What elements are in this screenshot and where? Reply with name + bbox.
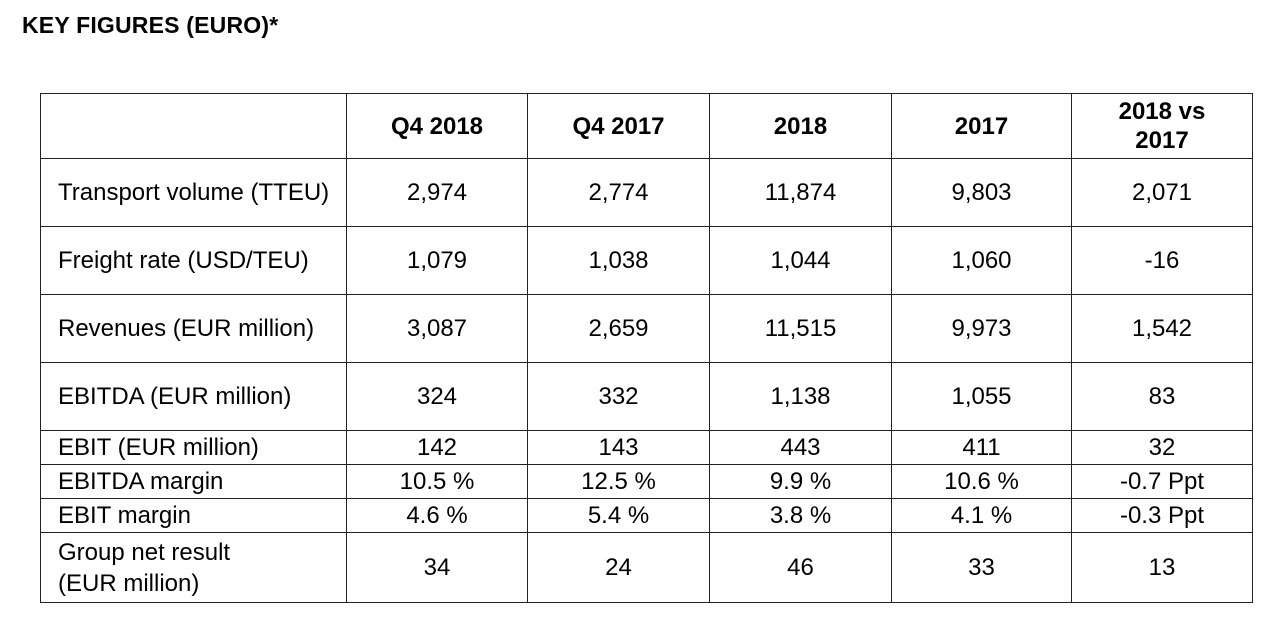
table-cell: 2,774 [527,158,710,227]
row-label: Transport volume (TTEU) [40,158,347,227]
table-cell: 2,974 [346,158,528,227]
table-cell: 1,055 [891,362,1072,431]
table-cell: 5.4 % [527,498,710,533]
table-cell: 1,060 [891,226,1072,295]
table-cell: 12.5 % [527,464,710,499]
table-cell: -0.7 Ppt [1071,464,1253,499]
table-cell: 411 [891,430,1072,465]
table-row: EBITDA margin 10.5 % 12.5 % 9.9 % 10.6 %… [40,464,1253,499]
table-cell: 32 [1071,430,1253,465]
table-cell: 9,973 [891,294,1072,363]
row-label: EBIT margin [40,498,347,533]
table-row: Group net result (EUR million) 34 24 46 … [40,532,1253,603]
table-cell: 443 [709,430,892,465]
row-label: EBITDA (EUR million) [40,362,347,431]
key-figures-table: Q4 2018 Q4 2017 2018 2017 2018 vs 2017 T… [40,93,1253,603]
header-cell-2018: 2018 [709,93,892,159]
header-cell-blank [40,93,347,159]
table-cell: 46 [709,532,892,603]
table-cell: 1,138 [709,362,892,431]
table-cell: 324 [346,362,528,431]
table-cell: 33 [891,532,1072,603]
table-cell: 332 [527,362,710,431]
table-cell: 2,659 [527,294,710,363]
table-header-row: Q4 2018 Q4 2017 2018 2017 2018 vs 2017 [40,93,1253,159]
table-cell: 4.6 % [346,498,528,533]
table-cell: 1,079 [346,226,528,295]
table-cell: 83 [1071,362,1253,431]
table-cell: 9,803 [891,158,1072,227]
table-cell: 10.5 % [346,464,528,499]
table-cell: 142 [346,430,528,465]
table-row: EBIT margin 4.6 % 5.4 % 3.8 % 4.1 % -0.3… [40,498,1253,533]
table-cell: 1,542 [1071,294,1253,363]
table-cell: 1,038 [527,226,710,295]
table-row: Transport volume (TTEU) 2,974 2,774 11,8… [40,158,1253,227]
table-cell: 13 [1071,532,1253,603]
table-cell: 9.9 % [709,464,892,499]
row-label: Freight rate (USD/TEU) [40,226,347,295]
page-title: KEY FIGURES (EURO)* [22,12,279,38]
table-cell: 24 [527,532,710,603]
table-cell: 3,087 [346,294,528,363]
table-cell: 3.8 % [709,498,892,533]
table-cell: 1,044 [709,226,892,295]
table-cell: 34 [346,532,528,603]
header-cell-q4-2017: Q4 2017 [527,93,710,159]
table-row: EBIT (EUR million) 142 143 443 411 32 [40,430,1253,465]
header-cell-q4-2018: Q4 2018 [346,93,528,159]
table-cell: -0.3 Ppt [1071,498,1253,533]
row-label: EBITDA margin [40,464,347,499]
row-label: EBIT (EUR million) [40,430,347,465]
table-cell: -16 [1071,226,1253,295]
header-cell-2018-vs-2017: 2018 vs 2017 [1071,93,1253,159]
table-cell: 11,874 [709,158,892,227]
table-cell: 10.6 % [891,464,1072,499]
table-cell: 11,515 [709,294,892,363]
row-label: Group net result (EUR million) [40,532,347,603]
table-cell: 2,071 [1071,158,1253,227]
header-cell-2017: 2017 [891,93,1072,159]
table-row: Revenues (EUR million) 3,087 2,659 11,51… [40,294,1253,363]
table-cell: 4.1 % [891,498,1072,533]
row-label: Revenues (EUR million) [40,294,347,363]
table-row: EBITDA (EUR million) 324 332 1,138 1,055… [40,362,1253,431]
table-cell: 143 [527,430,710,465]
table-row: Freight rate (USD/TEU) 1,079 1,038 1,044… [40,226,1253,295]
